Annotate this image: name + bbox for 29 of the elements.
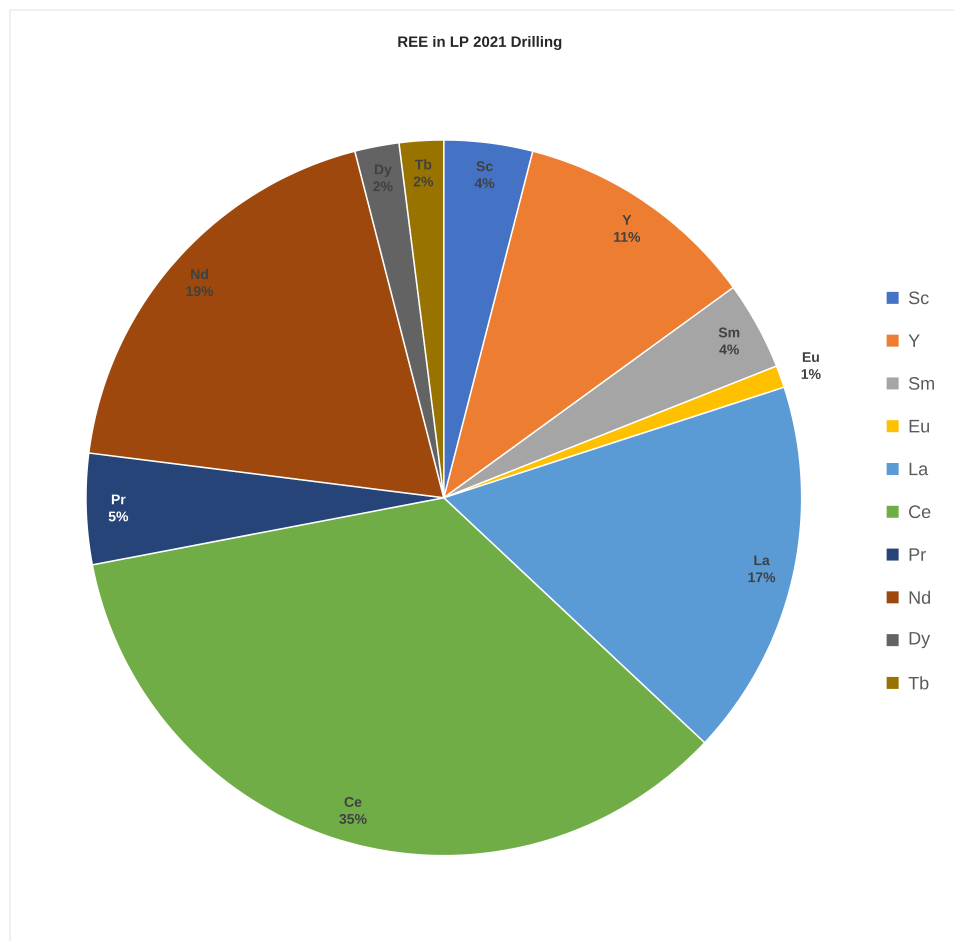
- legend-label: Eu: [910, 420, 929, 432]
- slice-label: Nd: [191, 268, 208, 280]
- slice-label: Eu: [802, 352, 819, 362]
- data-label: 35%: [339, 814, 367, 824]
- slice-label: Tb: [414, 159, 432, 170]
- data-label: 4%: [719, 344, 739, 354]
- slice-label: Y: [622, 215, 632, 225]
- legend-label: Sc: [908, 291, 929, 304]
- data-label: 2%: [414, 176, 434, 186]
- data-label: 4%: [474, 178, 494, 188]
- legend-label: Dy: [910, 632, 930, 648]
- data-label: 17%: [748, 572, 776, 582]
- slice-label: Sc: [476, 161, 493, 172]
- data-label: 11%: [614, 232, 640, 242]
- legend-label: Ce: [909, 505, 930, 518]
- data-label: 1%: [802, 369, 821, 380]
- slice-label: Ce: [344, 796, 362, 807]
- data-label: 19%: [186, 286, 214, 296]
- legend-label: Y: [908, 334, 920, 347]
- data-label: 5%: [108, 511, 128, 522]
- slice-label: Pr: [112, 494, 126, 504]
- legend-label: Nd: [910, 590, 930, 604]
- slice-label: La: [754, 555, 770, 566]
- legend-label: Tb: [908, 676, 928, 690]
- legend-label: Sm: [908, 377, 934, 390]
- chart-title: REE in LP 2021 Drilling: [398, 36, 562, 50]
- legend-label: Pr: [910, 548, 926, 561]
- slice-label: Sm: [718, 328, 740, 338]
- legend-label: La: [910, 462, 928, 476]
